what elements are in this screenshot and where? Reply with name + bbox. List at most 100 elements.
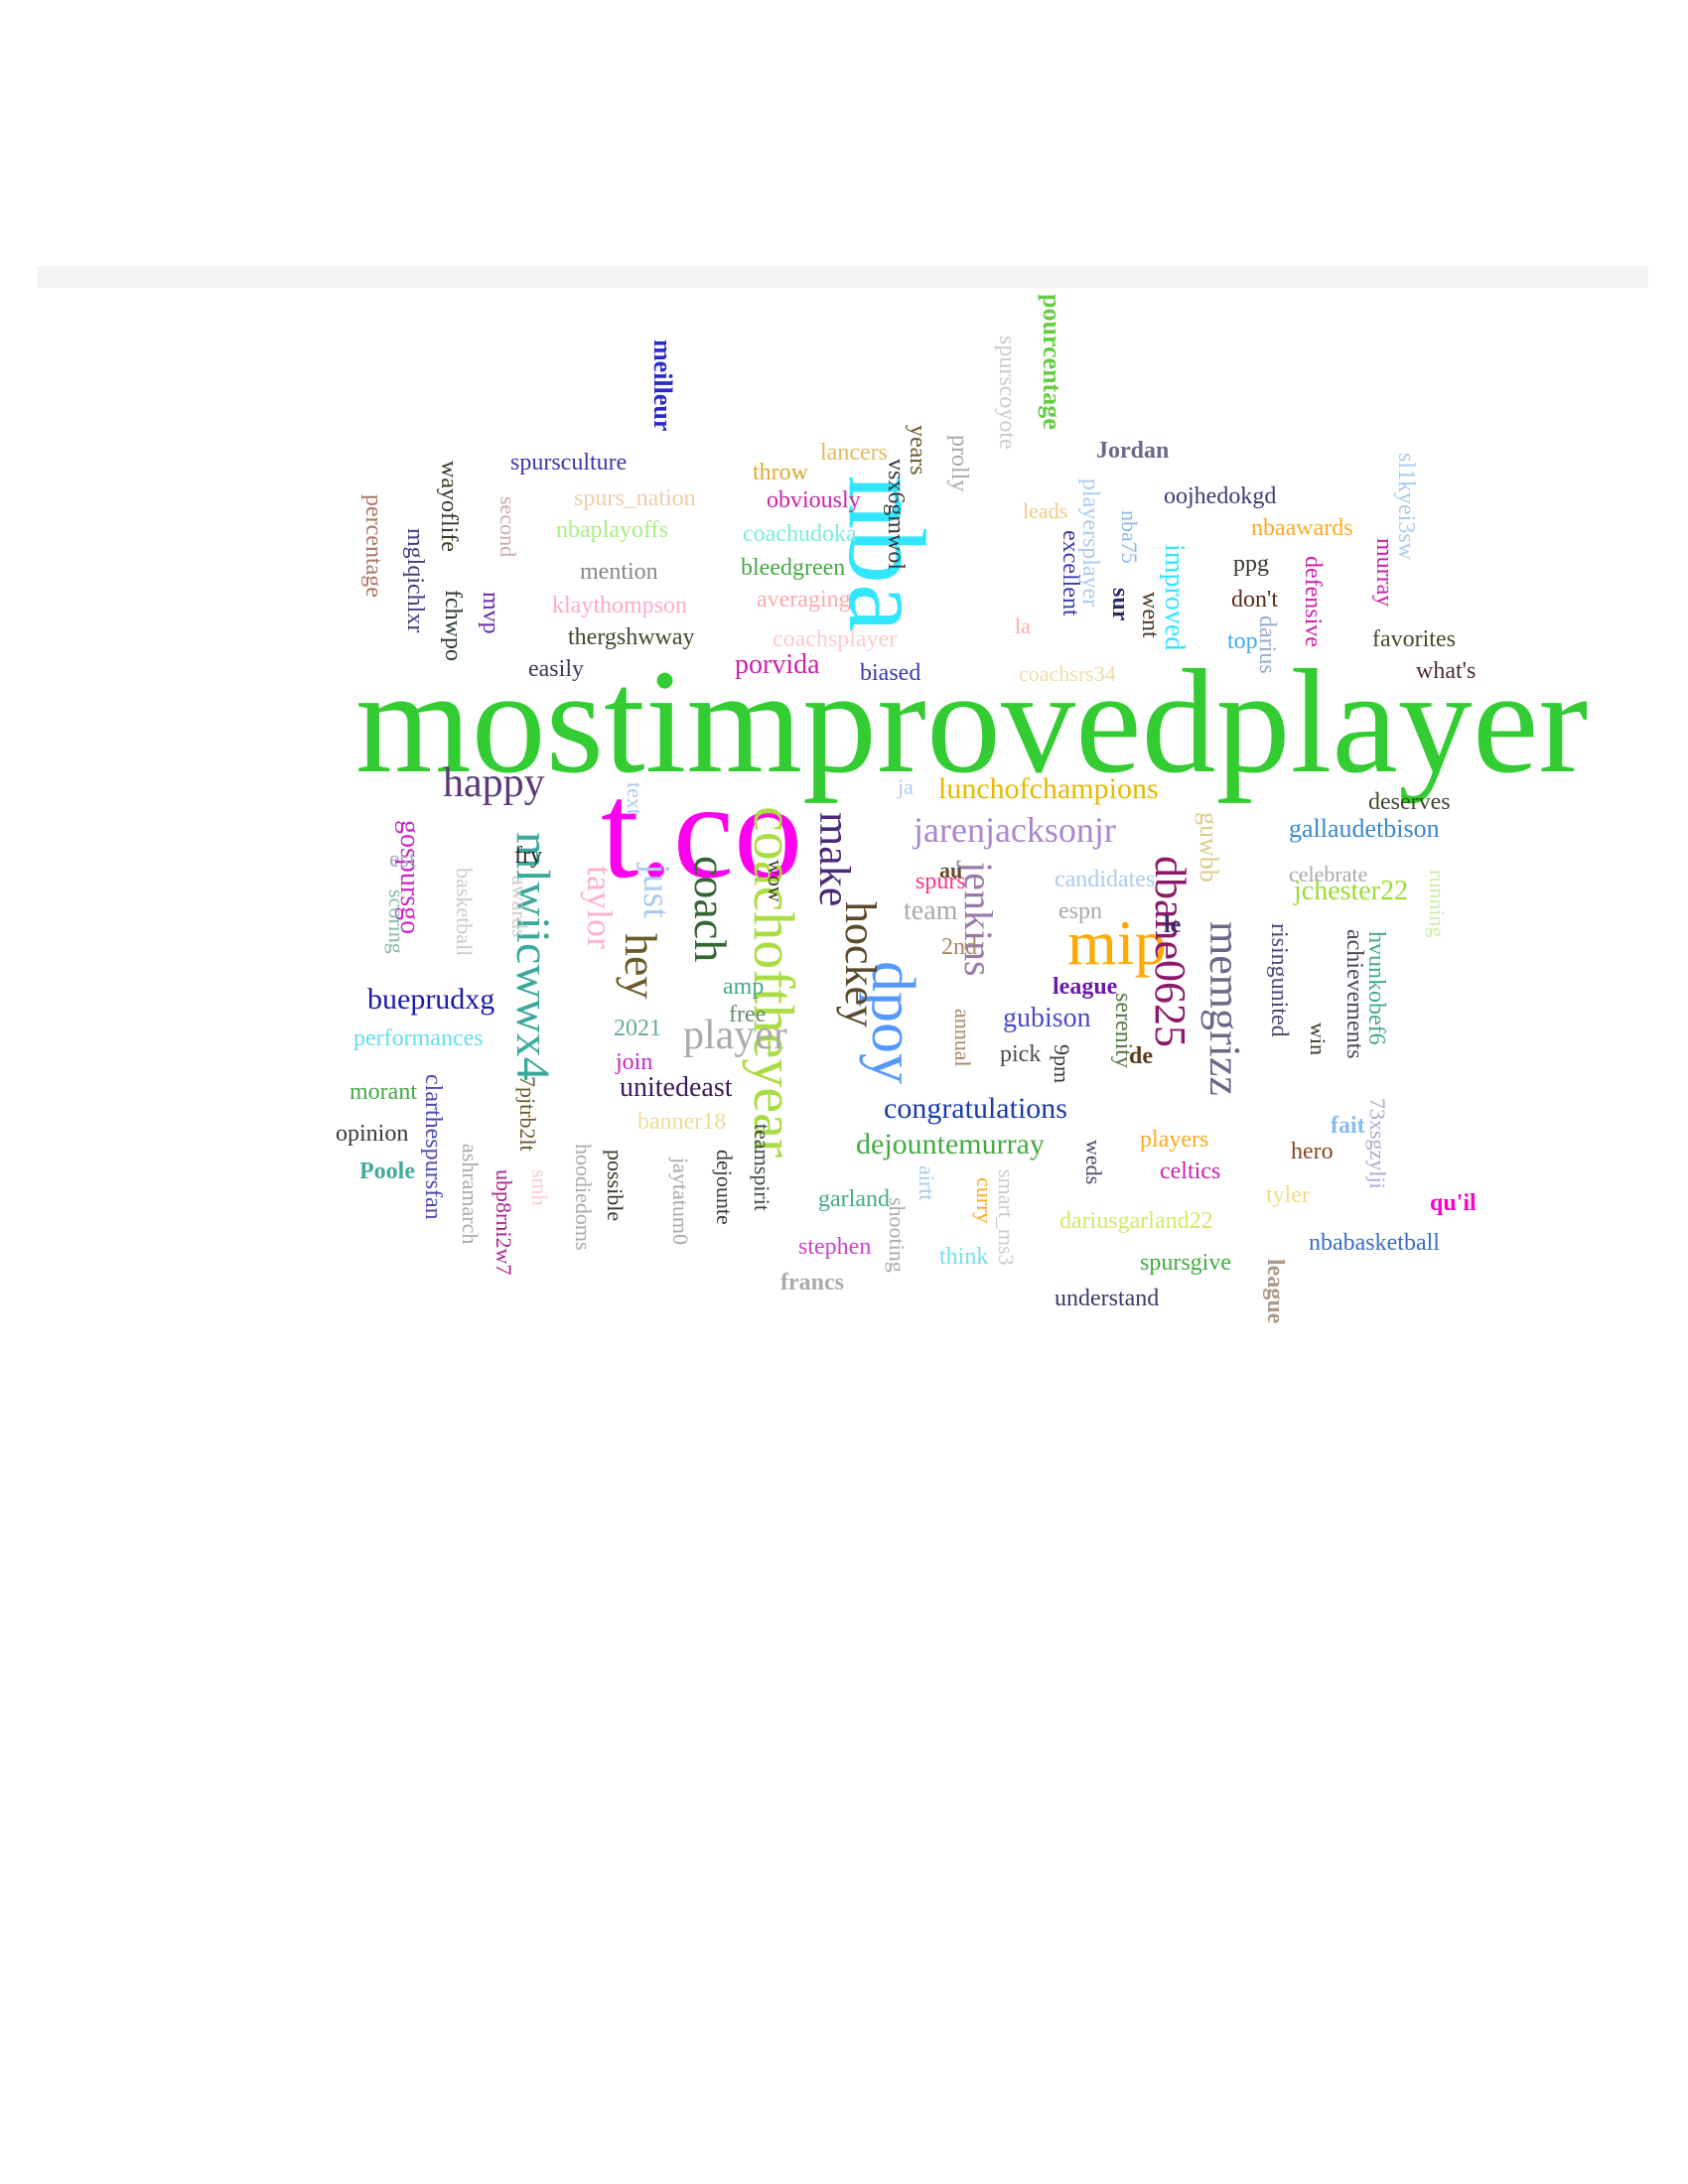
cloud-word: think (939, 1244, 989, 1270)
cloud-word: percentage (360, 494, 386, 598)
cloud-word: spursgive (1140, 1250, 1231, 1276)
cloud-word: biased (860, 660, 921, 686)
cloud-word: fchwpo (440, 590, 466, 661)
cloud-word: spursculture (510, 450, 628, 476)
cloud-word: nba75 (1117, 510, 1142, 564)
cloud-word: favorites (1372, 626, 1456, 652)
cloud-word: ashramarch (458, 1144, 483, 1245)
cloud-word: nbabasketball (1309, 1230, 1440, 1256)
cloud-word: porvida (735, 649, 820, 680)
cloud-word: de (1129, 1043, 1153, 1069)
cloud-word: players (1140, 1127, 1209, 1153)
cloud-word: dariusgarland22 (1059, 1208, 1213, 1234)
cloud-word: years (905, 425, 930, 476)
cloud-word: defensive (1300, 556, 1326, 647)
cloud-word: sur (1107, 588, 1133, 621)
cloud-word: amp (723, 974, 765, 1000)
cloud-word: mostimprovedplayer (355, 639, 1589, 804)
cloud-word: 9pm (1050, 1044, 1074, 1084)
cloud-word: top (1227, 628, 1258, 654)
cloud-word: mvp (478, 592, 503, 634)
cloud-word: fry (514, 843, 542, 869)
cloud-word: thergshwway (568, 624, 695, 650)
cloud-word: make (810, 812, 859, 907)
header-band (38, 266, 1648, 288)
cloud-word: candidates (1055, 867, 1156, 892)
cloud-word: deserves (1368, 789, 1451, 815)
cloud-word: ppg (1233, 551, 1269, 577)
cloud-word: teamspirit (750, 1124, 774, 1211)
cloud-word: hero (1291, 1139, 1334, 1164)
word-cloud: mostimprovedplayer t.co nba mip dpoy coachoft… (0, 288, 1648, 1390)
cloud-word: ja (898, 774, 914, 799)
cloud-word: hey (616, 933, 666, 1000)
cloud-word: understand (1055, 1286, 1160, 1311)
cloud-word: airtt (914, 1165, 939, 1201)
cloud-word: mip (1067, 907, 1167, 978)
cloud-word: tyler (1266, 1182, 1310, 1208)
cloud-word: happy (443, 760, 545, 806)
cloud-word: join (616, 1049, 653, 1075)
cloud-word: scoring (384, 889, 409, 954)
cloud-word: smh (527, 1169, 552, 1206)
cloud-word: curry (972, 1177, 997, 1224)
cloud-word: basketball (452, 868, 477, 957)
cloud-word: jaytatum0 (668, 1158, 693, 1245)
cloud-word: meilleur (648, 340, 677, 432)
cloud-word: est (389, 847, 416, 873)
cloud-word: unitedeast (620, 1072, 733, 1103)
cloud-word: nbaawards (1251, 515, 1353, 541)
cloud-word: player (683, 1013, 787, 1058)
cloud-word: risingunited (1266, 923, 1292, 1037)
cloud-word: stephen (798, 1234, 872, 1260)
cloud-word: text (623, 782, 647, 815)
cloud-word: averaging (757, 587, 851, 613)
cloud-word: obviously (767, 487, 861, 513)
cloud-word: mlwiicwwx4 (506, 832, 559, 1081)
cloud-word: weds (1081, 1140, 1106, 1185)
cloud-word: gallaudetbison (1289, 814, 1440, 843)
cloud-word: fait (1331, 1113, 1365, 1139)
cloud-word: wow (764, 860, 788, 902)
cloud-word: darius (1254, 615, 1280, 674)
cloud-word: awards (507, 876, 532, 938)
cloud-word: smart_ms3 (994, 1169, 1019, 1266)
cloud-word: bleedgreen (741, 555, 846, 581)
cloud-word: sl1kyei3sw (1393, 453, 1419, 560)
cloud-word: annual (950, 1009, 975, 1067)
cloud-word: playersplayer (1077, 478, 1103, 608)
cloud-word: oojhedokgd (1164, 483, 1277, 509)
cloud-word: 2021 (614, 1016, 661, 1041)
cloud-word: lancers (820, 440, 888, 466)
cloud-word: jchester22 (1294, 876, 1409, 906)
cloud-word: coachsplayer (773, 626, 898, 652)
cloud-word: mention (580, 559, 658, 585)
cloud-word: bueprudxg (367, 983, 495, 1016)
cloud-word: 7pjtrb2lt (515, 1076, 540, 1152)
cloud-word: pourcentage (1038, 294, 1066, 430)
cloud-word: dejountemurray (856, 1128, 1045, 1160)
cloud-word: league (1262, 1259, 1288, 1324)
cloud-word: win (1306, 1023, 1331, 1055)
cloud-word: improved (1159, 544, 1190, 651)
cloud-word: Jordan (1096, 438, 1170, 464)
cloud-word: spurs_nation (574, 485, 696, 511)
cloud-word: gubison (1003, 1003, 1091, 1033)
cloud-word: nbaplayoffs (556, 517, 668, 543)
cloud-word: coach (685, 856, 736, 963)
cloud-word: coachudoka (743, 521, 857, 547)
cloud-word: garland (818, 1186, 890, 1212)
cloud-word: pick (1000, 1041, 1042, 1067)
cloud-word: clarthespursfan (420, 1074, 446, 1220)
cloud-word: celebrate (1289, 862, 1368, 887)
cloud-word: coachsrs34 (1019, 661, 1116, 686)
cloud-word: klaythompson (552, 593, 687, 618)
cloud-word: second (495, 496, 520, 558)
cloud-word: guwbb (1195, 812, 1223, 883)
cloud-word: performances (353, 1025, 484, 1051)
cloud-word: lunchofchampions (938, 772, 1159, 805)
cloud-word: just (635, 864, 677, 918)
word-cloud-canvas: mostimprovedplayer t.co nba mip dpoy coachoft… (0, 288, 1648, 1390)
cloud-word: prolly (946, 435, 972, 492)
cloud-word: what's (1416, 658, 1477, 684)
